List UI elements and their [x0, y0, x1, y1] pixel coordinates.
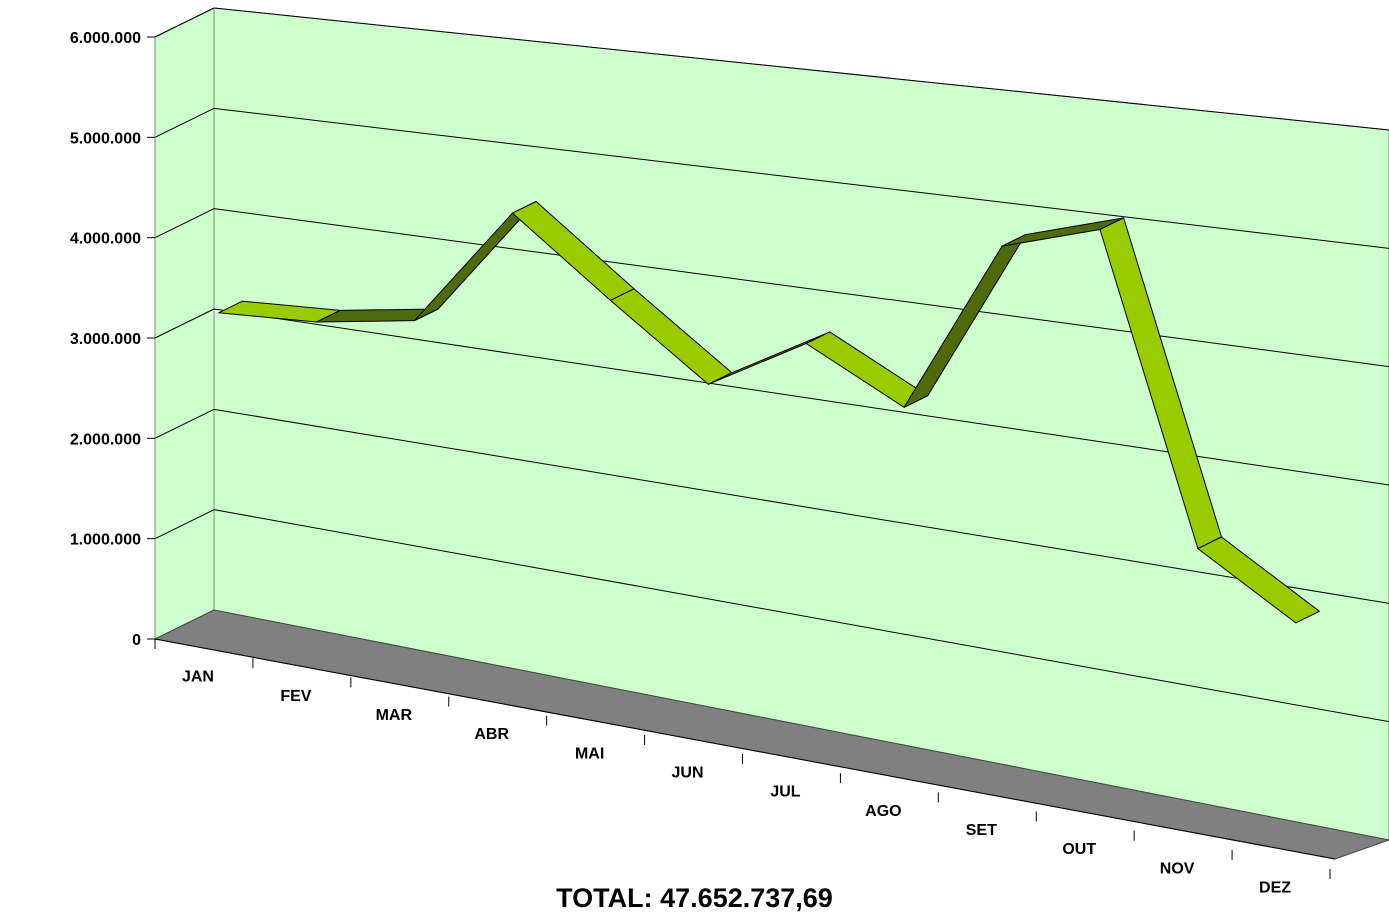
chart-gridlines: [154, 7, 1389, 723]
x-tick-label: FEV: [280, 688, 311, 705]
x-tick-label: OUT: [1062, 841, 1096, 858]
chart-walls: [153, 7, 1389, 860]
gridline-side: [154, 107, 215, 138]
gridline-back: [213, 208, 1389, 368]
chart-series-ribbon: [218, 201, 1320, 624]
gridline-back: [213, 107, 1389, 249]
y-tick-label: 4.000.000: [70, 231, 141, 248]
x-axis-line: [154, 638, 1336, 860]
x-tick-label: JUL: [770, 784, 800, 801]
x-tick-label: AGO: [865, 803, 901, 820]
y-tick-label: 3.000.000: [70, 331, 141, 348]
x-tick-label: DEZ: [1259, 879, 1291, 896]
gridline-side: [154, 7, 215, 38]
x-tick-label: JAN: [182, 669, 214, 686]
x-tick-label: JUN: [672, 764, 704, 781]
gridline-back: [213, 509, 1389, 723]
y-tick-label: 2.000.000: [70, 431, 141, 448]
y-axis: 0 1.000.000 2.000.000 3.000.000 4.000.000 5.0…: [70, 30, 156, 649]
y-tick-label: 0: [132, 632, 141, 649]
y-tick-label: 5.000.000: [70, 130, 141, 147]
gridline-back: [213, 7, 1389, 131]
gridline-side: [154, 509, 215, 540]
gridline-side: [154, 208, 215, 239]
x-tick-label: MAR: [376, 707, 413, 724]
x-tick-label: NOV: [1160, 860, 1195, 877]
x-tick-label: ABR: [474, 726, 509, 743]
y-tick-label: 1.000.000: [70, 532, 141, 549]
y-tick-label: 6.000.000: [70, 30, 141, 47]
ribbon-segment: [1197, 536, 1320, 624]
total-label: TOTAL: 47.652.737,69: [556, 883, 833, 913]
gridline-side: [154, 408, 215, 439]
gridline-back: [213, 408, 1389, 604]
x-tick-label: MAI: [575, 745, 604, 762]
gridline-side: [154, 308, 215, 339]
x-tick-label: SET: [966, 822, 997, 839]
x-axis: JAN FEV MAR ABR MAI JUN JUL AGO SET OUT NOV DEZ: [154, 638, 1336, 896]
